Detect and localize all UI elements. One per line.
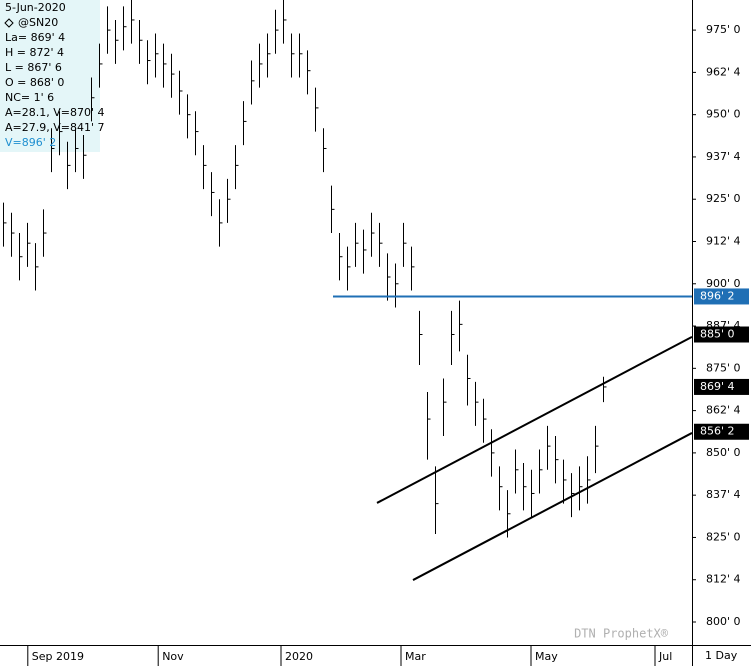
- y-tick-label: 925' 0: [706, 192, 741, 205]
- trend-line: [376, 335, 693, 504]
- price-box: [694, 423, 749, 440]
- info-line: H = 872' 4: [5, 46, 64, 59]
- price-box-label: 856' 2: [700, 425, 735, 438]
- period-label: 1 Day: [705, 649, 738, 662]
- y-tick-label: 837' 4: [706, 488, 741, 501]
- price-box-label: 896' 2: [700, 289, 735, 302]
- y-tick-label: 962' 4: [706, 65, 741, 78]
- y-tick-label: 812' 4: [706, 573, 741, 586]
- last-price-box: [694, 378, 749, 395]
- info-line: V=896' 2: [5, 136, 56, 149]
- y-tick-label: 800' 0: [706, 615, 741, 628]
- last-price-label: 869' 4: [700, 380, 735, 393]
- info-line: La= 869' 4: [5, 31, 65, 44]
- y-tick-label: 975' 0: [706, 23, 741, 36]
- watermark: DTN ProphetX®: [574, 627, 669, 641]
- y-tick-label: 850' 0: [706, 446, 741, 459]
- info-line: NC= 1' 6: [5, 91, 54, 104]
- y-tick-label: 825' 0: [706, 530, 741, 543]
- x-tick-label: 2020: [285, 650, 313, 663]
- y-tick-label: 912' 4: [706, 234, 741, 247]
- x-tick-label: May: [535, 650, 558, 663]
- trend-line: [412, 432, 693, 581]
- info-line: A=27.9, V=841' 7: [5, 121, 104, 134]
- price-box-label: 885' 0: [700, 328, 735, 341]
- info-line: L = 867' 6: [5, 61, 62, 74]
- info-line: O = 868' 0: [5, 76, 64, 89]
- y-tick-label: 875' 0: [706, 361, 741, 374]
- price-box: [694, 326, 749, 343]
- x-tick-label: Mar: [405, 650, 426, 663]
- info-line: @SN20: [18, 16, 58, 29]
- y-tick-label: 862' 4: [706, 404, 741, 417]
- y-tick-label: 950' 0: [706, 108, 741, 121]
- x-tick-label: Jul: [658, 650, 672, 663]
- price-box: [694, 288, 749, 305]
- info-line: 5-Jun-2020: [5, 1, 66, 14]
- y-tick-label: 937' 4: [706, 150, 741, 163]
- info-box: [0, 0, 100, 152]
- info-line: A=28.1, V=870' 4: [5, 106, 104, 119]
- symbol-icon: [4, 18, 14, 28]
- x-tick-label: Sep 2019: [32, 650, 84, 663]
- x-tick-label: Nov: [162, 650, 184, 663]
- y-tick-label: 900' 0: [706, 277, 741, 290]
